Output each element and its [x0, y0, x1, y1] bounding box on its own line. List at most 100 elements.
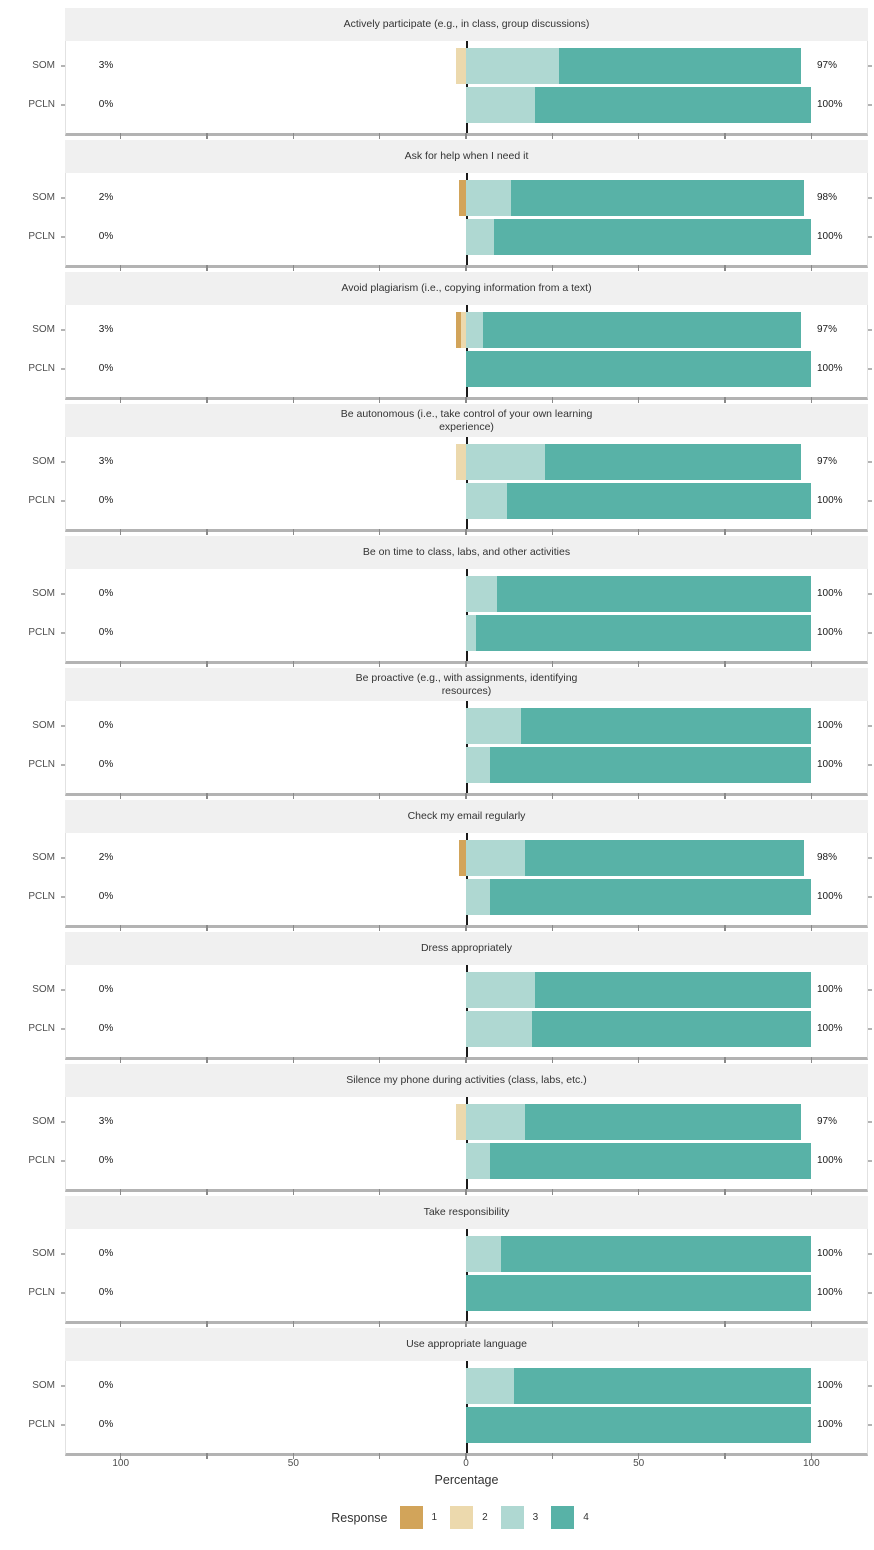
row-label-SOM: SOM — [32, 984, 55, 995]
pos-percent-label: 97% — [817, 324, 838, 335]
segment-response-4 — [524, 1104, 801, 1140]
x-tick-mark — [465, 1188, 467, 1195]
x-tick-mark — [637, 1452, 640, 1459]
facet-title: Avoid plagiarism (i.e., copying informat… — [341, 282, 592, 295]
neg-percent-label: 3% — [98, 456, 114, 467]
neg-percent-label: 0% — [98, 495, 114, 506]
row-label-PCLN: PCLN — [28, 891, 55, 902]
segment-response-4 — [500, 1236, 812, 1272]
facet-plot-area: SOM 3% 97% PCLN 0% 100% — [28, 41, 872, 139]
segment-response-3 — [465, 180, 511, 216]
neg-percent-label: 0% — [98, 627, 114, 638]
y-tick-mark — [61, 236, 65, 238]
x-tick-mark — [206, 1188, 208, 1195]
x-tick-mark — [119, 924, 122, 931]
stacked-bar-PCLN — [466, 483, 812, 519]
row-label-SOM: SOM — [32, 60, 55, 71]
y-tick-mark — [61, 461, 65, 463]
stacked-bar-PCLN — [466, 615, 812, 651]
neg-percent-label: 0% — [98, 1023, 114, 1034]
x-tick-label: 100 — [112, 1458, 130, 1469]
y-tick-mark — [868, 500, 872, 502]
pos-percent-label: 100% — [817, 1155, 843, 1166]
legend-item-label: 1 — [431, 1512, 438, 1523]
facet-panel: Avoid plagiarism (i.e., copying informat… — [28, 272, 872, 403]
segment-response-2 — [455, 444, 466, 480]
legend-swatch-response-2 — [450, 1506, 474, 1529]
facet-panel: Take responsibility SOM 0% 100% PCLN 0% 100% — [28, 1196, 872, 1327]
x-tick-label: 0 — [463, 1458, 469, 1469]
y-tick-mark — [868, 104, 872, 106]
y-tick-mark — [868, 65, 872, 67]
x-tick-mark — [551, 1188, 554, 1195]
facet-plot-area: SOM 0% 100% PCLN 0% 100% — [28, 1229, 872, 1327]
legend-swatch-response-1 — [399, 1506, 423, 1529]
x-tick-mark — [378, 1320, 381, 1327]
x-tick-mark — [292, 1056, 295, 1063]
segment-response-4 — [535, 87, 812, 123]
y-tick-mark — [868, 896, 872, 898]
y-tick-mark — [868, 1424, 872, 1426]
legend-title: Response — [331, 1510, 388, 1525]
y-tick-mark — [61, 896, 65, 898]
segment-response-1 — [455, 312, 461, 348]
x-tick-mark — [724, 1320, 726, 1327]
x-tick-mark — [119, 528, 122, 535]
y-tick-mark — [868, 1121, 872, 1123]
x-tick-mark — [551, 1320, 554, 1327]
facet-strip: Actively participate (e.g., in class, gr… — [65, 8, 868, 41]
row-label-PCLN: PCLN — [28, 627, 55, 638]
neg-percent-label: 0% — [98, 588, 114, 599]
facet-strip: Check my email regularly — [65, 800, 868, 833]
segment-response-4 — [535, 972, 812, 1008]
x-tick-mark — [810, 1452, 813, 1459]
pos-percent-label: 97% — [817, 1116, 838, 1127]
x-tick-mark — [724, 528, 726, 535]
y-tick-mark — [61, 1292, 65, 1294]
x-tick-mark — [724, 396, 726, 403]
pos-percent-label: 100% — [817, 495, 843, 506]
y-tick-mark — [868, 1253, 872, 1255]
x-tick-mark — [119, 1056, 122, 1063]
stacked-bar-PCLN — [466, 219, 812, 255]
x-tick-mark — [637, 1056, 640, 1063]
x-tick-mark — [465, 1320, 467, 1327]
x-tick-mark — [465, 1452, 467, 1459]
legend-item: 4 — [551, 1506, 602, 1529]
row-label-PCLN: PCLN — [28, 1155, 55, 1166]
facet-panel: Use appropriate language SOM 0% 100% PCLN 0% 1… — [28, 1328, 872, 1459]
x-tick-mark — [810, 1320, 813, 1327]
x-tick-mark — [551, 132, 554, 139]
x-tick-mark — [724, 1056, 726, 1063]
facet-plot-area: SOM 0% 100% PCLN 0% 100% — [28, 1361, 872, 1459]
stacked-bar-SOM — [466, 972, 812, 1008]
y-tick-mark — [868, 197, 872, 199]
row-label-SOM: SOM — [32, 456, 55, 467]
pos-percent-label: 100% — [817, 759, 843, 770]
x-tick-mark — [119, 396, 122, 403]
row-label-PCLN: PCLN — [28, 1023, 55, 1034]
x-tick-mark — [551, 264, 554, 271]
neg-percent-label: 3% — [98, 1116, 114, 1127]
segment-response-4 — [490, 879, 812, 915]
facet-title: Dress appropriately — [420, 942, 513, 955]
y-tick-mark — [61, 1253, 65, 1255]
y-tick-mark — [61, 632, 65, 634]
y-tick-mark — [61, 368, 65, 370]
x-tick-mark — [378, 264, 381, 271]
x-tick-mark — [206, 132, 208, 139]
pos-percent-label: 100% — [817, 1023, 843, 1034]
x-tick-mark — [551, 528, 554, 535]
x-tick-mark — [551, 792, 554, 799]
y-tick-mark — [868, 632, 872, 634]
x-tick-label: 50 — [633, 1458, 645, 1469]
facet-title: Use appropriate language — [406, 1338, 527, 1351]
pos-percent-label: 100% — [817, 231, 843, 242]
facet-plot-area: SOM 2% 98% PCLN 0% 100% — [28, 173, 872, 271]
x-tick-mark — [378, 396, 381, 403]
segment-response-3 — [465, 444, 546, 480]
x-tick-mark — [206, 1452, 208, 1459]
pos-percent-label: 100% — [817, 1419, 843, 1430]
legend-swatch-response-4 — [551, 1506, 575, 1529]
x-tick-mark — [292, 1188, 295, 1195]
